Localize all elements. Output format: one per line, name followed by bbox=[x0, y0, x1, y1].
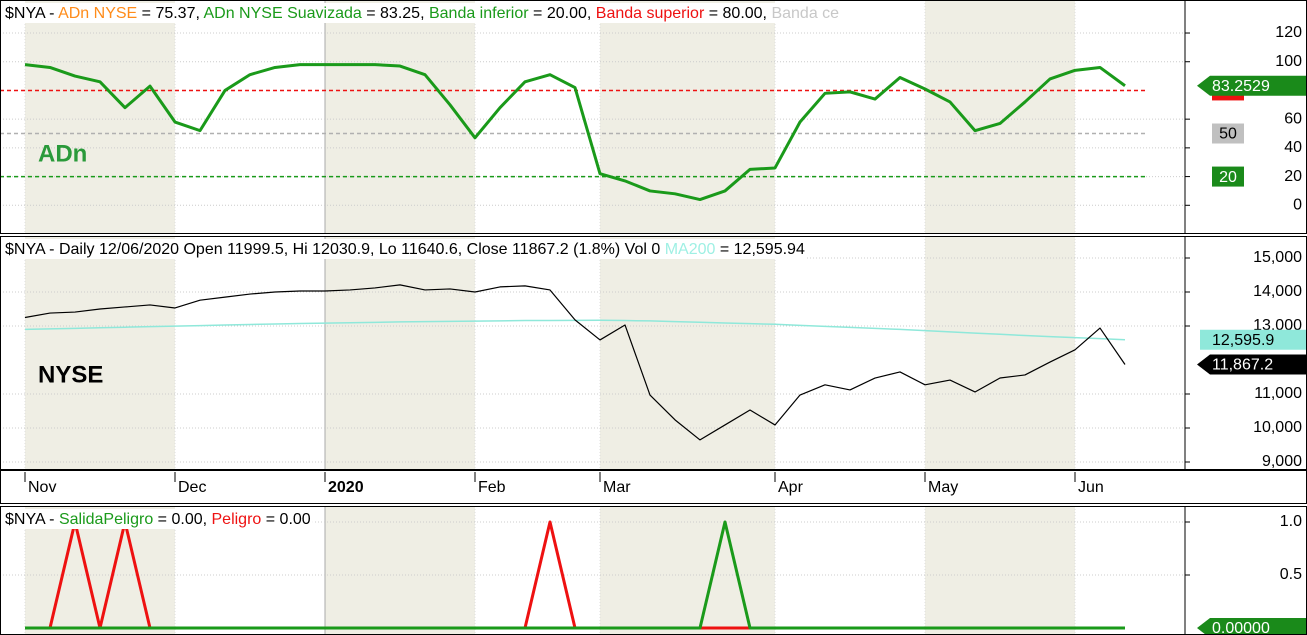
header-bg bbox=[3, 239, 807, 259]
header-part: $NYA - Daily 12/06/2020 Open 11999.5, Hi… bbox=[5, 241, 665, 258]
value-badge-label: 11,867.2 bbox=[1212, 357, 1273, 374]
y-tick-label: 15,000 bbox=[1253, 249, 1302, 266]
header-part: ADn NYSE bbox=[58, 5, 137, 22]
header: $NYA - Daily 12/06/2020 Open 11999.5, Hi… bbox=[5, 241, 805, 258]
month-shade bbox=[325, 236, 475, 470]
value-badge bbox=[1197, 354, 1307, 375]
month-shade bbox=[600, 506, 775, 635]
month-shade bbox=[925, 506, 1075, 635]
month-shade bbox=[25, 0, 175, 234]
x-tick-label: Nov bbox=[28, 479, 56, 496]
header-part: = 12,595.94 bbox=[715, 241, 805, 258]
header-part: = 80.00, bbox=[704, 5, 771, 22]
header-part: ADn NYSE Suavizada bbox=[203, 5, 361, 22]
header-part: $NYA - bbox=[5, 5, 58, 22]
header-part: = 20.00, bbox=[529, 5, 596, 22]
header-part: = 0.00 bbox=[261, 511, 310, 528]
header-part: = 0.00, bbox=[153, 511, 211, 528]
header: $NYA - ADn NYSE = 75.37, ADn NYSE Suaviz… bbox=[5, 5, 839, 22]
x-tick-label: 2020 bbox=[328, 479, 364, 496]
x-axis-strip bbox=[0, 470, 1307, 504]
header-part: Peligro bbox=[212, 511, 262, 528]
month-shade bbox=[600, 0, 775, 234]
y-tick-label: 11,000 bbox=[1254, 385, 1302, 402]
band-badge-label: 20 bbox=[1219, 169, 1237, 186]
month-shade bbox=[25, 236, 175, 470]
y-tick-label: 100 bbox=[1275, 53, 1302, 70]
header-part: MA200 bbox=[665, 241, 716, 258]
x-tick-label: Feb bbox=[478, 479, 506, 496]
y-tick-label: 20 bbox=[1284, 168, 1302, 185]
month-shade bbox=[325, 506, 475, 635]
shading-layer bbox=[25, 0, 1075, 635]
panel-label: ADn bbox=[38, 140, 87, 167]
y-tick-label: 14,000 bbox=[1253, 283, 1302, 300]
value-badge-label: 0.00000 bbox=[1212, 620, 1270, 635]
header-part: SalidaPeligro bbox=[59, 511, 153, 528]
x-tick-label: Jun bbox=[1078, 479, 1104, 496]
value-badge bbox=[1200, 329, 1307, 350]
x-tick-label: Dec bbox=[178, 479, 206, 496]
header-part: = 75.37, bbox=[137, 5, 203, 22]
band-badge-label: 50 bbox=[1219, 126, 1237, 143]
value-badge bbox=[1197, 75, 1307, 96]
x-tick-label: May bbox=[928, 479, 958, 496]
band-badge bbox=[1212, 123, 1244, 144]
header-part: Banda inferior bbox=[429, 5, 529, 22]
y-tick-label: 0 bbox=[1293, 197, 1302, 214]
y-tick-label: 60 bbox=[1284, 110, 1302, 127]
header-part: = 83.25, bbox=[362, 5, 429, 22]
y-tick-label: 0.5 bbox=[1280, 566, 1302, 583]
y-tick-label: 40 bbox=[1284, 139, 1302, 156]
month-shade bbox=[925, 0, 1075, 234]
panel-label: NYSE bbox=[38, 361, 103, 388]
month-shade bbox=[325, 0, 475, 234]
header-part: $NYA - bbox=[5, 511, 59, 528]
header-bg bbox=[3, 509, 313, 529]
value-badge bbox=[1197, 618, 1307, 635]
month-shade bbox=[600, 236, 775, 470]
header: $NYA - SalidaPeligro = 0.00, Peligro = 0… bbox=[5, 511, 311, 528]
x-tick-label: Mar bbox=[603, 479, 631, 496]
x-tick-label: Apr bbox=[778, 479, 804, 496]
band-badge bbox=[1212, 166, 1244, 187]
value-badge-label: 83.2529 bbox=[1212, 78, 1270, 95]
y-tick-label: 10,000 bbox=[1253, 419, 1302, 436]
series-line bbox=[24, 284, 1126, 441]
header-part: Banda ce bbox=[771, 5, 839, 22]
y-tick-label: 1.0 bbox=[1280, 513, 1302, 530]
y-tick-label: 120 bbox=[1275, 24, 1302, 41]
value-badge-label: 12,595.9 bbox=[1212, 332, 1274, 349]
line-layer bbox=[0, 63, 1145, 630]
y-tick-label: 9,000 bbox=[1262, 453, 1302, 470]
header-part: Banda superior bbox=[596, 5, 705, 22]
month-shade bbox=[925, 236, 1075, 470]
header-bg bbox=[3, 3, 842, 23]
series-line bbox=[25, 520, 1125, 630]
series-line bbox=[24, 63, 1126, 202]
